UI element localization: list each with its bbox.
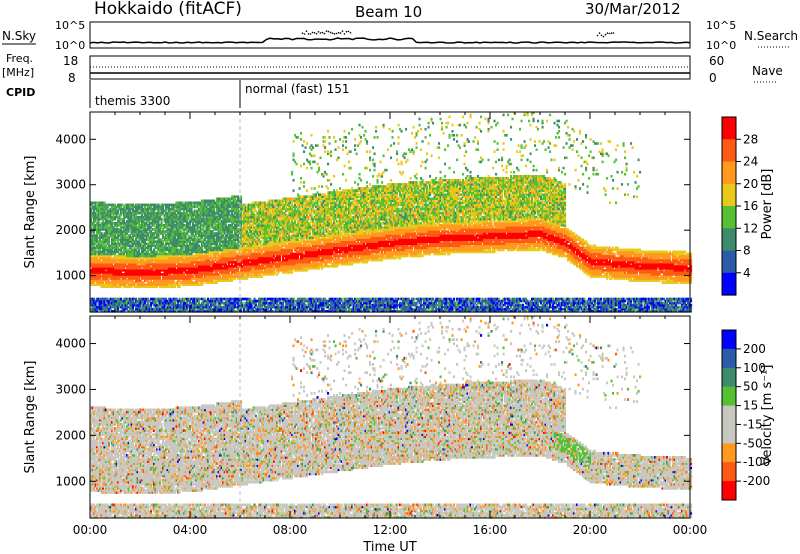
nave-tick-top: 60 [709,54,724,68]
nsearch-dot [338,32,340,34]
nsearch-dot [599,32,601,34]
power-heatmap [90,112,692,313]
nsky-panel-frame [90,22,690,48]
nsearch-dot [308,33,310,35]
station-title: Hokkaido (fitACF) [94,0,242,19]
nsearch-dot [609,33,611,35]
nsearch-dot [320,32,322,34]
nave-label: Nave [752,64,783,78]
freq-label: Freq. [6,52,33,65]
nave-tick-bottom: 0 [709,71,717,85]
nsearch-dot [340,32,342,34]
nsearch-dot [314,32,316,34]
nsky-series [90,38,690,43]
nsearch-dot [342,30,344,32]
nsearch-dot [605,34,607,36]
nsearch-dot [330,32,332,34]
nsearch-dot [332,32,334,34]
radar-summary-plot: Hokkaido (fitACF) Beam 10 30/Mar/2012 N.… [0,0,800,554]
nsearch-dot [310,33,312,35]
cpid-mode-1: themis 3300 [95,94,170,108]
nsearch-dot [322,32,324,34]
nsearch-dot [312,32,314,34]
nsearch-dot [597,35,599,37]
nsearch-dot [302,32,304,34]
nsearch-series [302,30,615,37]
nsearch-dot [350,32,352,34]
nsearch-dot [326,30,328,32]
nsearch-dot [346,31,348,33]
nsearch-tick-bottom: 10^0 [706,39,736,52]
nsearch-dot [336,33,338,35]
nsearch-dot [603,36,605,38]
nsearch-tick-top: 10^5 [706,19,736,32]
freq-tick-top: 18 [63,54,78,68]
nsearch-dot [334,33,336,35]
date-title: 30/Mar/2012 [585,0,681,18]
nsearch-dot [318,31,320,33]
beam-title: Beam 10 [355,3,422,21]
nsearch-dot [324,33,326,35]
nsearch-dot [613,32,615,34]
nsearch-dot [611,32,613,34]
nsearch-dot [306,30,308,32]
nsky-tick-bottom: 10^0 [55,39,85,52]
nsearch-dot [304,33,306,35]
nsearch-dot [348,31,350,33]
cpid-label: CPID [6,86,35,99]
nsearch-dot [601,35,603,37]
cpid-mode-2: normal (fast) 151 [245,82,349,96]
freq-unit-label: [MHz] [2,66,34,79]
nsky-label: N.Sky [2,29,36,43]
nsky-tick-top: 10^5 [55,19,85,32]
nsearch-dot [344,33,346,35]
freq-tick-bottom: 8 [68,71,76,85]
nsearch-dot [607,32,609,34]
nsearch-dot [316,33,318,35]
nsearch-label: N.Search [744,29,798,43]
nsearch-dot [328,31,330,33]
